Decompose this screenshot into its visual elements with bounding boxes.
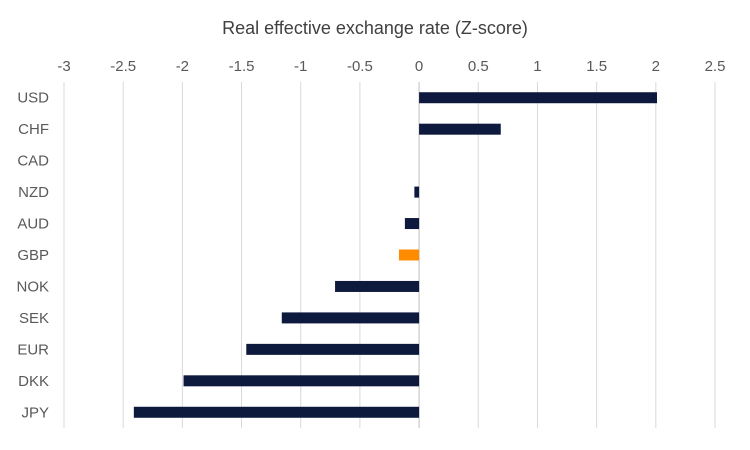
bar-nzd	[414, 186, 420, 198]
x-tick-label: 2	[652, 58, 660, 75]
category-label-usd: USD	[17, 90, 49, 107]
bar-aud	[404, 218, 420, 230]
category-label-chf: CHF	[18, 121, 49, 138]
x-tick-label: -0.5	[347, 58, 373, 75]
x-tick-label: -2.5	[110, 58, 136, 75]
bar-eur	[246, 343, 420, 355]
x-axis-tick-labels: -3 -2.5 -2 -1.5 -1 -0.5 0 0.5 1 1.5 2 2.5	[57, 58, 725, 75]
bar-nok	[335, 280, 420, 292]
bar-jpy	[133, 406, 420, 418]
category-label-cad: CAD	[17, 153, 49, 170]
bar-chf	[419, 123, 501, 135]
chart-title: Real effective exchange rate (Z-score)	[222, 18, 528, 38]
y-axis-category-labels: USD CHF CAD NZD AUD GBP NOK SEK EUR DKK JPY	[16, 90, 49, 422]
bar-usd	[419, 92, 658, 104]
x-tick-label: 1.5	[586, 58, 607, 75]
x-tick-label: -1.5	[229, 58, 255, 75]
x-tick-label: 1	[533, 58, 541, 75]
bar-dkk	[183, 375, 420, 387]
category-label-dkk: DKK	[18, 373, 49, 390]
bar-gbp	[398, 249, 420, 261]
category-label-eur: EUR	[17, 341, 49, 358]
category-label-sek: SEK	[19, 310, 49, 327]
x-tick-label: -1	[294, 58, 307, 75]
category-label-aud: AUD	[17, 216, 49, 233]
x-tick-label: -3	[57, 58, 70, 75]
category-label-jpy: JPY	[21, 404, 49, 421]
bar-sek	[281, 312, 420, 324]
bar-layer	[133, 92, 658, 418]
category-label-nok: NOK	[16, 278, 49, 295]
grid-layer	[63, 82, 716, 428]
category-label-gbp: GBP	[17, 247, 49, 264]
x-tick-label: -2	[176, 58, 189, 75]
x-tick-label: 0	[415, 58, 423, 75]
x-tick-label: 0.5	[468, 58, 489, 75]
x-tick-label: 2.5	[705, 58, 726, 75]
category-label-nzd: NZD	[18, 184, 49, 201]
